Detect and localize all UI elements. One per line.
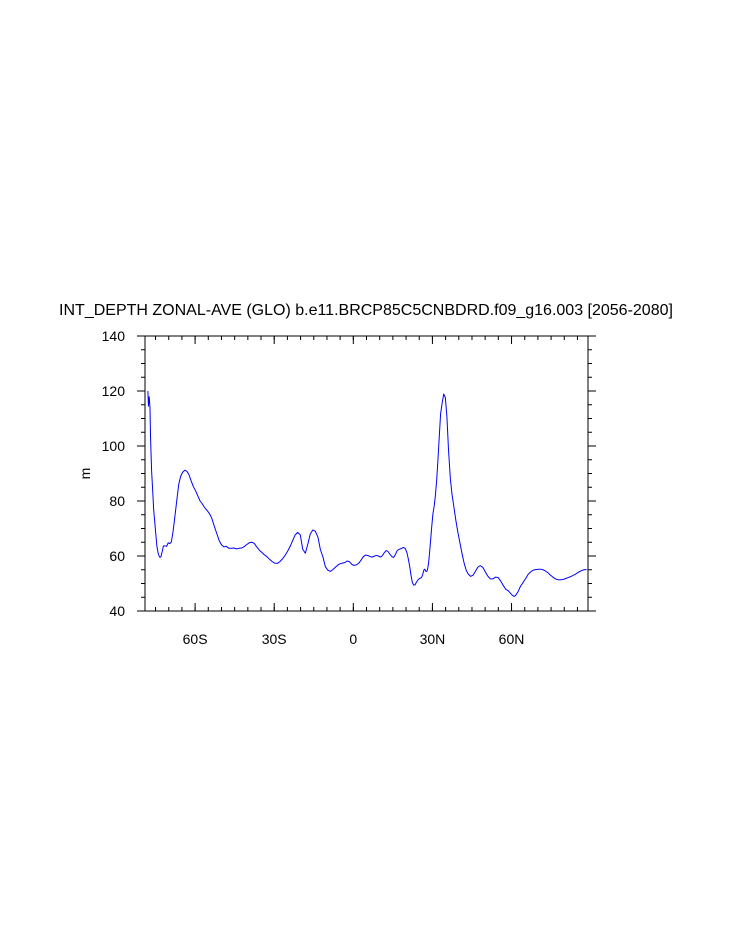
x-tick-label: 0 (349, 631, 357, 647)
y-tick-label: 100 (102, 438, 126, 454)
y-axis-label: m (77, 468, 93, 480)
plot-area: 60S 30S 0 30N 60N 40 60 80 100 120 140 (102, 328, 596, 647)
y-tick-label: 80 (109, 493, 125, 509)
x-tick-label: 60N (499, 631, 525, 647)
x-tick-label: 30S (262, 631, 287, 647)
plot-frame (144, 335, 589, 612)
y-tick-label: 40 (109, 603, 125, 619)
y-tick-label: 140 (102, 328, 126, 344)
y-tick-label: 60 (109, 548, 125, 564)
y-tick-label: 120 (102, 383, 126, 399)
series-line (147, 390, 587, 597)
chart-title: INT_DEPTH ZONAL-AVE (GLO) b.e11.BRCP85C5… (59, 302, 673, 319)
x-tick-label: 30N (420, 631, 446, 647)
x-tick-label: 60S (183, 631, 208, 647)
